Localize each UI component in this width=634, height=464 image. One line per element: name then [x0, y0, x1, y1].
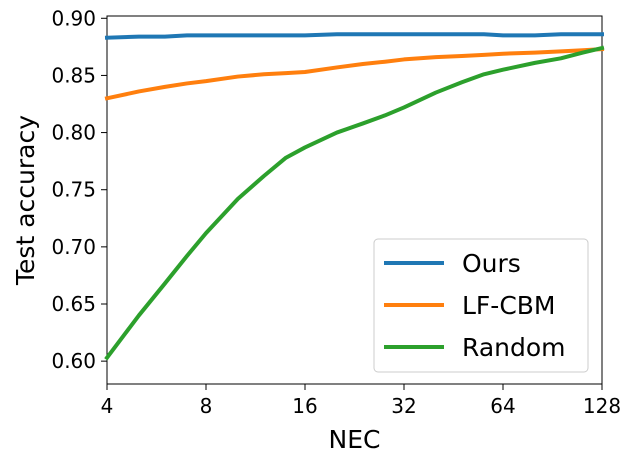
plot-area: [104, 15, 605, 385]
x-tick-label: 4: [101, 394, 114, 418]
plot-frame: [106, 15, 603, 385]
legend-label-random: Random: [462, 333, 566, 362]
series-line-lf-cbm: [104, 47, 605, 101]
series-line-ours: [104, 32, 604, 40]
y-tick-label: 0.80: [51, 121, 96, 145]
series-layer: [104, 32, 605, 361]
legend-box: [373, 238, 589, 373]
y-tick-label: 0.90: [51, 6, 96, 30]
x-tick-label: 8: [200, 394, 213, 418]
y-tick-label: 0.65: [51, 292, 96, 316]
y-tick-label: 0.75: [51, 178, 96, 202]
x-tick-label: 32: [391, 394, 416, 418]
legend-label-ours: Ours: [462, 249, 521, 278]
legend: Ours LF-CBM Random: [373, 238, 589, 373]
x-tick-label: 64: [490, 394, 515, 418]
series-line-random: [104, 45, 605, 361]
y-tick-label: 0.70: [51, 235, 96, 259]
y-tick-label: 0.85: [51, 63, 96, 87]
y-axis-label: Test accuracy: [11, 115, 40, 286]
legend-label-lf-cbm: LF-CBM: [462, 291, 556, 320]
y-tick-label: 0.60: [51, 349, 96, 373]
legend-items: Ours LF-CBM Random: [384, 249, 566, 362]
x-axis-label: NEC: [329, 425, 381, 454]
x-tick-label: 128: [583, 394, 621, 418]
x-tick-label: 16: [292, 394, 317, 418]
y-axis-ticks: 0.60 0.65 0.70 0.75 0.80 0.85 0.90: [51, 6, 107, 373]
x-axis-ticks: 4 8 16 32 64 128: [101, 384, 621, 418]
